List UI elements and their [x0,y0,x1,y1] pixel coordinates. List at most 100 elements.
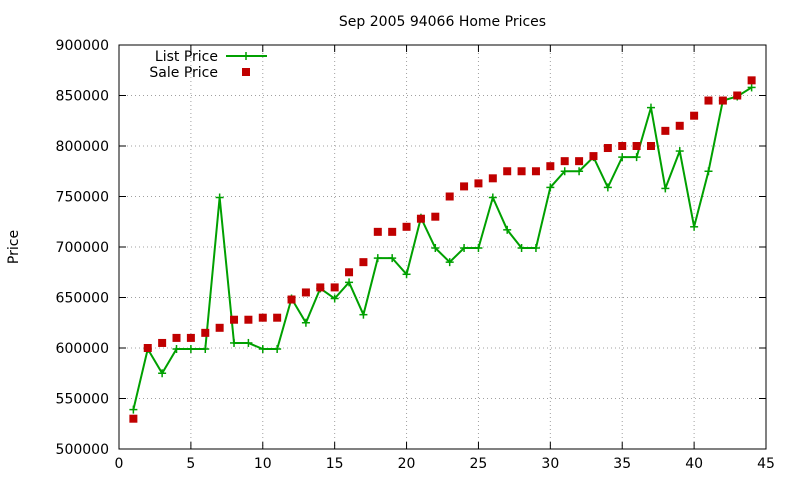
legend-label-list-price: List Price [155,49,218,65]
sale-price-point [316,283,325,292]
sale-price-point [704,96,713,105]
list-price-point [690,222,699,231]
list-price-point [359,310,368,319]
list-price-point [747,83,756,92]
list-price-point [488,193,497,202]
x-tick-label: 10 [254,456,272,472]
list-price-point [603,183,612,192]
y-tick-label: 550000 [56,392,109,408]
sale-price-point [675,121,684,130]
sale-price-point [589,152,598,161]
list-price-point [330,294,339,303]
sale-price-point [273,313,282,322]
sale-price-point [186,333,195,342]
legend-symbols [226,52,267,76]
list-price-point [445,258,454,267]
y-tick-label: 650000 [56,291,109,307]
y-tick-label: 750000 [56,190,109,206]
x-tick-label: 35 [613,456,631,472]
sale-price-point [517,167,526,176]
list-price-line [132,86,753,410]
sale-price-point [632,142,641,150]
ticks [118,44,767,450]
sale-price-point [690,111,699,120]
list-price-point [215,193,224,202]
list-price-point [230,338,239,347]
x-tick-label: 25 [470,456,488,472]
sale-price-point [158,338,167,347]
sale-price-point [330,283,339,292]
sale-price-point [531,167,540,176]
sale-price-point [445,192,454,201]
sale-price-point [546,162,555,171]
sale-price-point [345,268,354,277]
list-price-point [704,167,713,176]
sale-price-point [560,157,569,166]
list-price-point [273,345,282,354]
list-price-point [402,270,411,279]
legend-label-sale-price: Sale Price [149,65,218,81]
sale-price-point [388,227,397,236]
x-tick-label: 20 [398,456,416,472]
list-price-point [531,244,540,253]
list-price-point [373,254,382,263]
sale-price-point [416,214,425,223]
x-tick-label: 30 [541,456,559,472]
x-tick-label: 40 [685,456,703,472]
list-price-point [646,103,655,112]
list-price-point [201,345,210,354]
plot-frame [118,44,767,450]
sale-price-point [646,142,655,150]
list-price-point [244,338,253,347]
y-tick-label: 500000 [56,442,109,458]
list-price-point [388,254,397,263]
sale-price-point [402,222,411,231]
grid [119,45,766,449]
sale-price-point [618,142,627,150]
sale-price-point [747,76,756,85]
list-price-point [158,369,167,378]
y-tick-label: 600000 [56,341,109,357]
series-sale-price [129,76,756,423]
sale-price-point [431,212,440,221]
sale-price-point [301,288,310,297]
x-tick-label: 15 [326,456,344,472]
list-price-point [675,147,684,156]
list-price-point [503,225,512,234]
list-price-point [301,318,310,327]
sale-price-point [661,126,670,135]
sale-price-point [718,96,727,105]
sale-price-point [575,157,584,166]
list-price-point [129,405,138,414]
sale-price-point [474,179,483,188]
legend-list-price-marker [242,52,250,60]
sale-price-point [230,315,239,324]
list-price-point [474,244,483,253]
list-price-point [460,244,469,253]
legend-sale-price-marker [242,68,250,76]
sale-price-point [172,333,181,342]
sale-price-point [201,328,210,337]
sale-price-point [258,313,267,322]
x-tick-label: 45 [757,456,775,472]
sale-price-point [215,323,224,332]
list-price-point [431,244,440,253]
sale-price-point [460,182,469,191]
sale-price-point [603,144,612,153]
x-tick-label: 5 [186,456,195,472]
list-price-point [575,167,584,176]
list-price-point [172,345,181,354]
list-price-point [186,345,195,354]
y-tick-label: 800000 [56,139,109,155]
sale-price-point [129,414,138,423]
list-price-point [661,184,670,193]
y-tick-label: 900000 [56,38,109,54]
legend: List Price Sale Price [149,49,267,81]
sale-price-point [244,315,253,324]
y-tick-label: 850000 [56,89,109,105]
list-price-point [517,244,526,253]
x-tick-label: 0 [115,456,124,472]
y-tick-label: 700000 [56,240,109,256]
y-axis-label: Price [6,230,22,264]
